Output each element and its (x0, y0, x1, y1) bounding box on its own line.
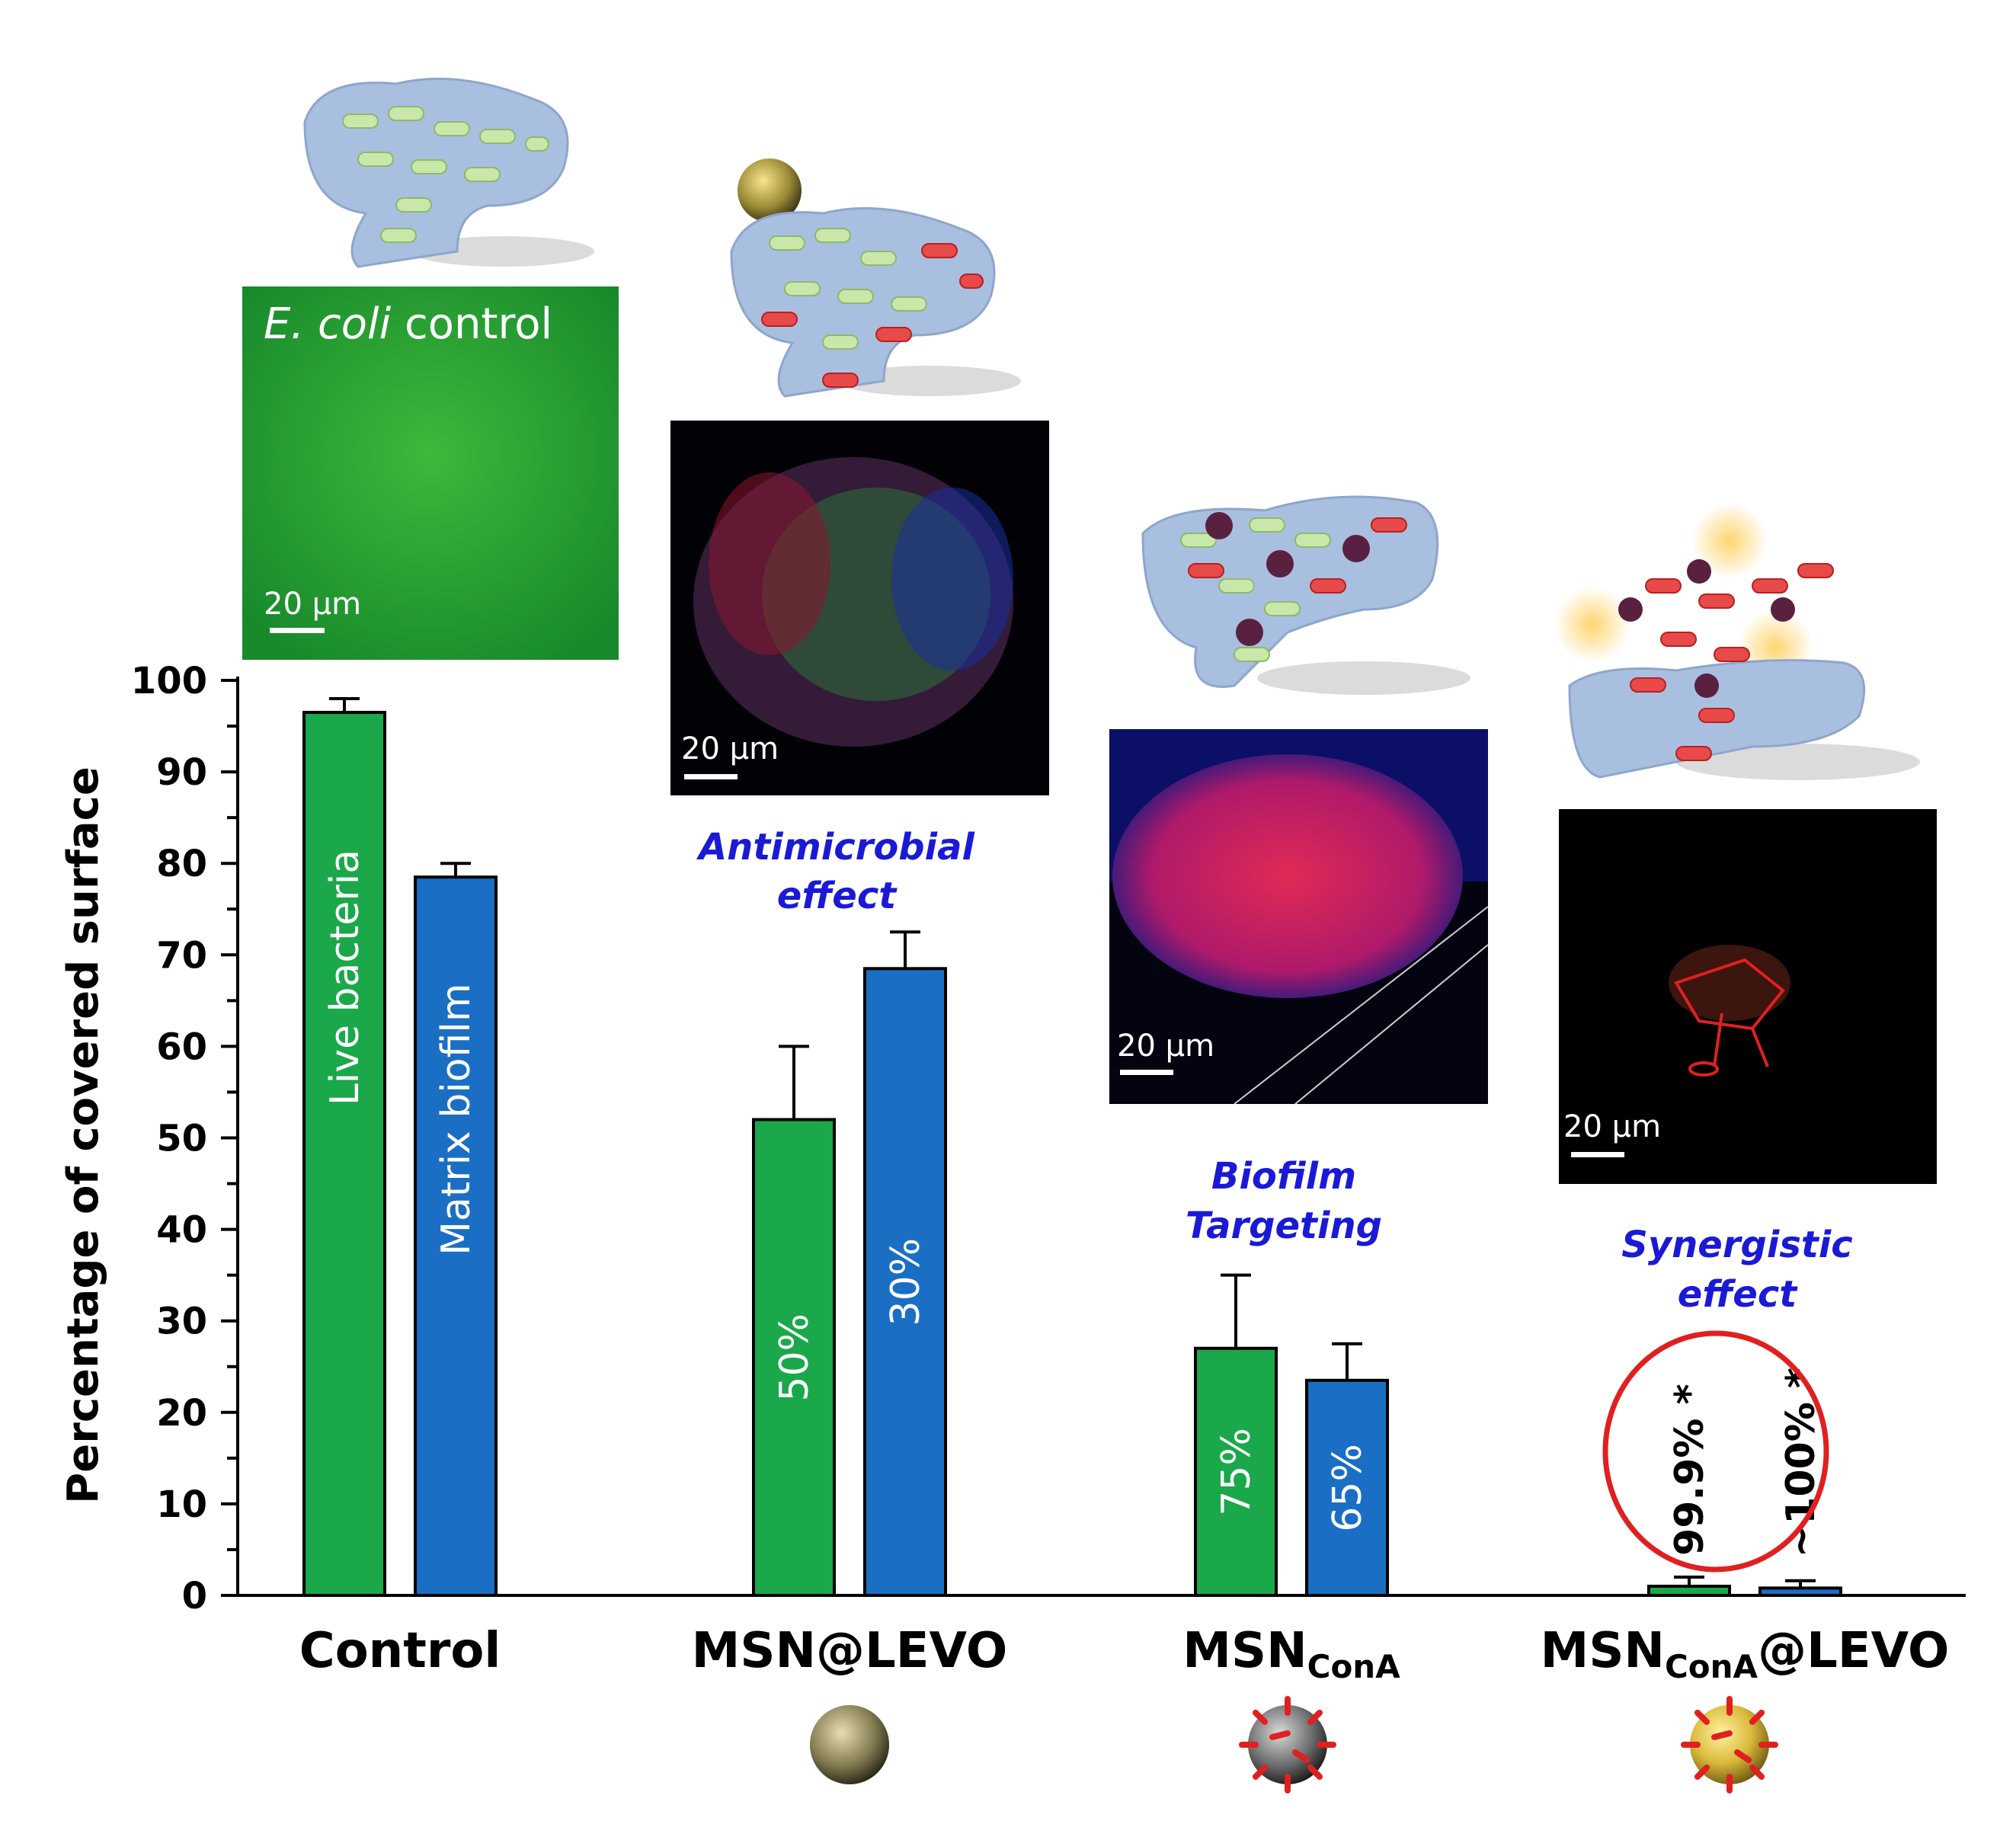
caption-italic: E. coli (264, 299, 392, 349)
bar-label: Live bacteria (322, 850, 368, 1105)
annotation-line: Targeting (1186, 1205, 1382, 1247)
annotation-line: Antimicrobial (696, 826, 974, 869)
y-tick-label: 50 (156, 1118, 207, 1160)
y-tick-label: 70 (156, 934, 207, 977)
y-tick-label: 10 (156, 1483, 207, 1526)
category-label-msn-cona-levo: MSNConA@LEVO (1541, 1623, 1950, 1685)
biofilm-illustration-msn-cona (1141, 495, 1470, 695)
annotation-line: effect (777, 875, 898, 917)
biofilm-illustration-msn-levo (730, 158, 1021, 398)
annotation-synergistic: Synergistic effect (1621, 1224, 1853, 1316)
bar-label: Matrix biofilm (434, 984, 479, 1256)
y-axis-ticks: 0 10 20 30 40 50 60 70 80 90 100 (131, 660, 238, 1617)
highlight-circle (1602, 1330, 1829, 1573)
category-label-control: Control (299, 1623, 501, 1679)
micrograph-control: E. coli control 20 μm (242, 286, 619, 660)
bar-label: 65% (1325, 1444, 1371, 1532)
bar-series: Live bacteria Matrix biofilm 50% 30% 75% 65% 9… (302, 697, 1842, 1598)
scale-bar (270, 628, 325, 633)
y-tick-label: 20 (156, 1392, 207, 1435)
y-tick-label: 30 (156, 1301, 207, 1343)
msn-cona-particle-icon (1239, 1696, 1336, 1793)
biofilm-illustration-msn-cona-levo (1554, 503, 1920, 780)
bar-matrix-biofilm (1758, 1586, 1842, 1598)
bar-label: 50% (772, 1313, 818, 1402)
bar-live-bacteria (752, 1118, 836, 1597)
bar-matrix-biofilm (1305, 1378, 1389, 1597)
micrograph-msn-levo: 20 μm (670, 421, 1049, 795)
bar-matrix-biofilm (414, 875, 498, 1597)
category-label-msn-cona: MSNConA (1182, 1623, 1400, 1685)
y-tick-label: 60 (156, 1025, 207, 1068)
bar-label: 75% (1214, 1428, 1259, 1516)
bar-label: 99.9% * (1667, 1384, 1713, 1556)
annotation-line: effect (1678, 1273, 1799, 1316)
y-tick-label: 80 (156, 843, 207, 885)
biofilm-illustration-control (303, 77, 594, 268)
y-axis-label: Percentage of covered surface (59, 766, 108, 1504)
scale-bar-label: 20 μm (264, 587, 361, 622)
caption-rest: control (391, 299, 552, 349)
msn-cona-levo-particle-icon (1681, 1696, 1778, 1793)
bar-matrix-biofilm (863, 967, 947, 1597)
y-tick-label: 100 (131, 660, 207, 702)
bar-live-bacteria (1647, 1584, 1731, 1597)
scale-bar-label: 20 μm (1117, 1029, 1214, 1064)
y-tick-label: 90 (156, 751, 207, 794)
annotation-antimicrobial: Antimicrobial effect (696, 826, 974, 917)
y-tick-label: 0 (182, 1575, 207, 1617)
scale-bar (1120, 1070, 1173, 1075)
category-label-msn-levo: MSN@LEVO (692, 1623, 1008, 1679)
nanoparticle-icon (738, 158, 802, 222)
scale-bar-label: 20 μm (681, 731, 779, 766)
x-axis-categories: Control MSN@LEVO MSNConA MSNConA@LEVO (299, 1623, 1950, 1685)
micrograph-msn-cona: 20 μm (1109, 729, 1489, 1105)
scale-bar (1571, 1152, 1624, 1157)
micrograph-caption: E. coli control (264, 299, 552, 349)
annotation-line: Synergistic (1621, 1224, 1853, 1266)
scale-bar (684, 774, 738, 779)
scale-bar-label: 20 μm (1563, 1109, 1661, 1144)
bar-label: 30% (883, 1238, 929, 1326)
micrograph-msn-cona-levo: 20 μm (1559, 809, 1937, 1184)
annotation-line: Biofilm (1211, 1155, 1356, 1198)
bar-live-bacteria (302, 711, 386, 1597)
annotation-biofilm-targeting: Biofilm Targeting (1186, 1155, 1382, 1247)
y-tick-label: 40 (156, 1209, 207, 1252)
